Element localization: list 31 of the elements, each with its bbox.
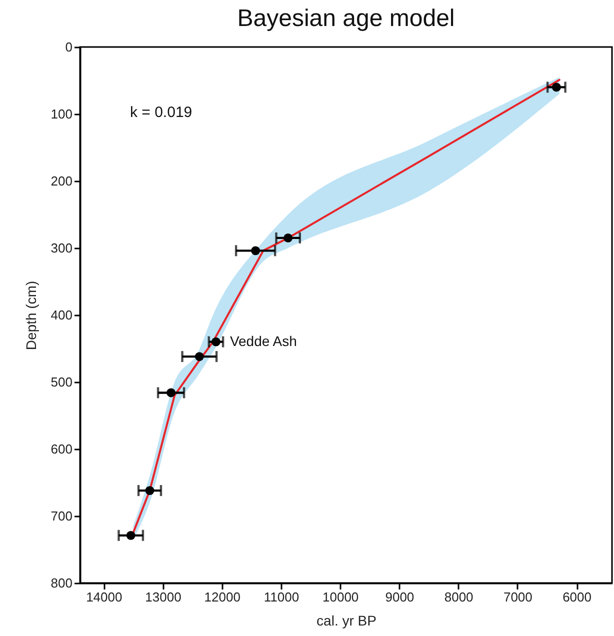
x-axis-title: cal. yr BP: [316, 612, 376, 628]
chart-title: Bayesian age model: [237, 5, 455, 32]
point: [194, 352, 204, 362]
y-axis-title: Depth (cm): [22, 280, 39, 350]
y-tick-label: 100: [50, 106, 72, 122]
point: [211, 337, 220, 346]
x-tick-label: 9000: [385, 590, 414, 604]
point: [251, 246, 260, 256]
y-tick-label: 400: [50, 308, 72, 322]
x-tick-label: 7000: [503, 590, 532, 604]
y-tick-label: 600: [50, 442, 72, 456]
x-tick-label: 11000: [264, 590, 300, 604]
point: [552, 82, 561, 92]
x-tick-label: 10000: [322, 590, 359, 604]
x-tick-label: 13000: [145, 590, 182, 604]
x-tick-label: 12000: [204, 590, 240, 604]
y-tick-label: 800: [50, 576, 72, 590]
point: [126, 530, 136, 540]
point: [166, 388, 176, 398]
y-tick-label: 200: [50, 174, 72, 188]
y-tick-label: 700: [50, 508, 72, 524]
y-tick-label: 500: [50, 374, 72, 390]
point: [284, 233, 293, 242]
y-tick-label: 300: [50, 240, 72, 256]
point: [145, 486, 154, 496]
x-tick-label: 14000: [86, 590, 122, 604]
x-tick-label: 8000: [444, 590, 474, 604]
annotation: k = 0.019: [130, 104, 192, 121]
y-tick-label: 0: [65, 40, 72, 54]
x-tick-label: 6000: [562, 590, 592, 604]
annotation: Vedde Ash: [230, 332, 297, 349]
